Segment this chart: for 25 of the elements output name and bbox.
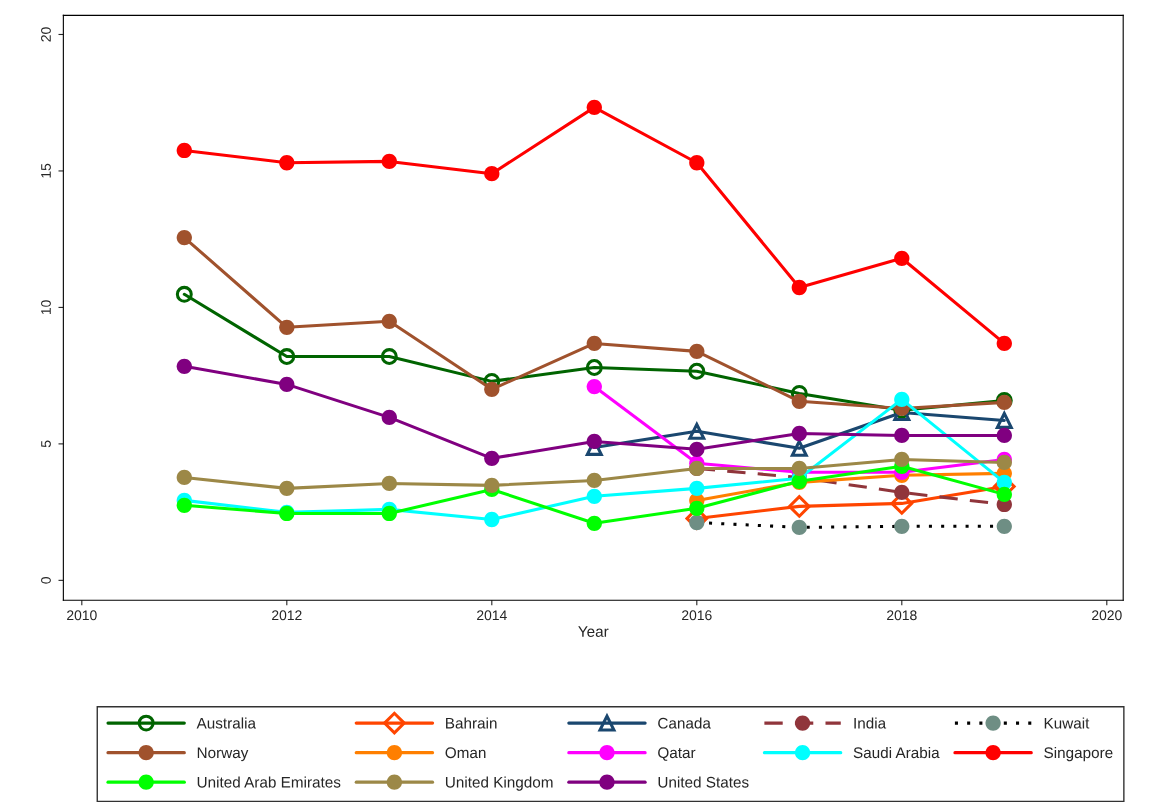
y-tick-label: 20 <box>41 27 51 42</box>
legend-label: Kuwait <box>1044 717 1090 729</box>
legend-label: United Kingdom <box>445 776 553 791</box>
legend-label: Singapore <box>1044 746 1113 762</box>
y-tick-label: 10 <box>41 300 51 315</box>
legend-label: Australia <box>196 717 256 729</box>
y-tick-label: 15 <box>41 163 51 178</box>
x-tick-label: 2012 <box>272 610 302 621</box>
x-tick-label: 2014 <box>477 610 507 621</box>
legend-label: India <box>854 717 887 729</box>
legend-label: Norway <box>197 747 249 762</box>
legend-label: Saudi Arabia <box>853 746 940 759</box>
x-axis-title: Year <box>578 626 609 637</box>
legend-label: Canada <box>658 717 711 729</box>
legend-label: Bahrain <box>446 717 497 729</box>
legend-label: Qatar <box>658 747 696 761</box>
y-tick-label: 5 <box>41 440 51 448</box>
x-tick-label: 2018 <box>887 610 917 621</box>
legend-label: United States <box>658 776 749 788</box>
legend-label: Oman <box>445 747 486 759</box>
y-tick-label: 0 <box>41 577 51 584</box>
legend-label: United Arab Emirates <box>197 776 341 788</box>
x-tick-label: 2010 <box>67 610 97 621</box>
x-tick-label: 2020 <box>1092 610 1122 621</box>
x-tick-label: 2016 <box>682 610 712 621</box>
